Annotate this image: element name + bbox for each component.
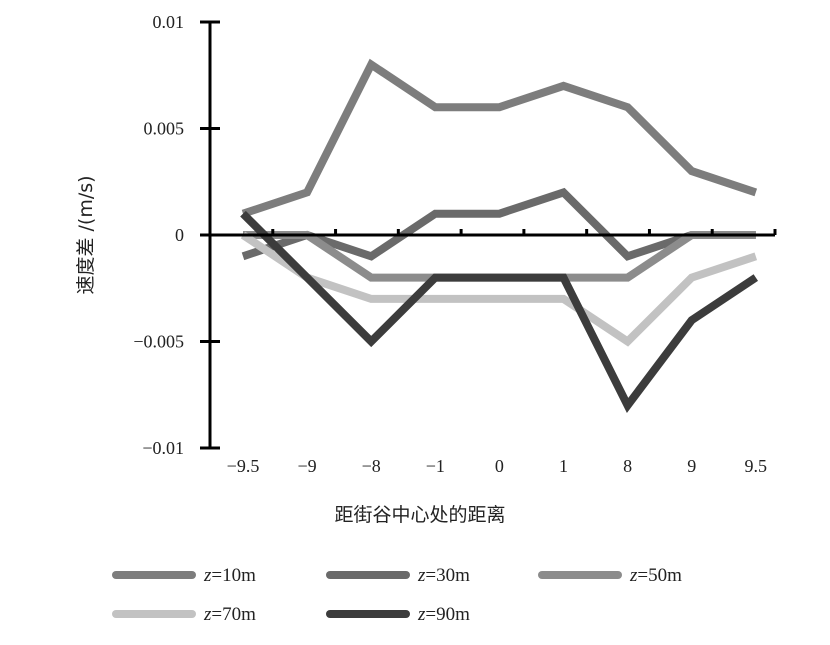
legend-label: z=30m bbox=[417, 565, 470, 586]
x-axis-title: 距街谷中心处的距离 bbox=[334, 504, 505, 526]
series-layer bbox=[240, 58, 759, 413]
series-line-1 bbox=[241, 187, 756, 261]
axes-layer bbox=[208, 22, 775, 448]
series-line-0 bbox=[241, 58, 758, 218]
legend-value: =50m bbox=[637, 565, 682, 586]
y-tick-label: −0.01 bbox=[142, 438, 184, 458]
legend-label: z=90m bbox=[417, 604, 470, 625]
legend-variable: z bbox=[417, 604, 426, 625]
x-tick-label: 8 bbox=[623, 456, 632, 476]
series-line-4 bbox=[240, 210, 759, 413]
series-line-2 bbox=[243, 231, 756, 282]
legend-value: =90m bbox=[425, 604, 470, 625]
x-tick-label: 9 bbox=[687, 456, 696, 476]
legend-item: z=90m bbox=[326, 604, 470, 625]
legend-item: z=70m bbox=[112, 604, 256, 625]
legend-value: =70m bbox=[211, 604, 256, 625]
y-tick-label: −0.005 bbox=[133, 332, 184, 352]
y-tick-label: 0.01 bbox=[153, 12, 185, 32]
y-tick-label: 0 bbox=[175, 225, 184, 245]
legend-value: =30m bbox=[425, 565, 470, 586]
legend-label: z=70m bbox=[203, 604, 256, 625]
legend-value: =10m bbox=[211, 565, 256, 586]
legend-label: z=50m bbox=[629, 565, 682, 586]
x-tick-label: −9.5 bbox=[227, 456, 260, 476]
legend-item: z=10m bbox=[112, 565, 256, 586]
x-tick-label: 0 bbox=[495, 456, 504, 476]
legend-variable: z bbox=[629, 565, 638, 586]
x-tick-label: 9.5 bbox=[745, 456, 768, 476]
x-tick-label: 1 bbox=[559, 456, 568, 476]
legend-item: z=30m bbox=[326, 565, 470, 586]
x-tick-label: −9 bbox=[298, 456, 317, 476]
legend-variable: z bbox=[203, 604, 212, 625]
legend-item: z=50m bbox=[538, 565, 682, 586]
series-line-3 bbox=[240, 231, 758, 347]
y-axis-title: 速度差 /(m/s) bbox=[75, 175, 97, 294]
legend-variable: z bbox=[203, 565, 212, 586]
ticks-layer: 0.01 0.005 0 −0.005 −0.01 −9.5 −9 −8 −1 0 1 8 9 9.5 bbox=[133, 12, 777, 476]
y-tick-label: 0.005 bbox=[144, 119, 185, 139]
x-tick-label: −1 bbox=[426, 456, 445, 476]
x-tick-label: −8 bbox=[362, 456, 381, 476]
legend-variable: z bbox=[417, 565, 426, 586]
legend-label: z=10m bbox=[203, 565, 256, 586]
